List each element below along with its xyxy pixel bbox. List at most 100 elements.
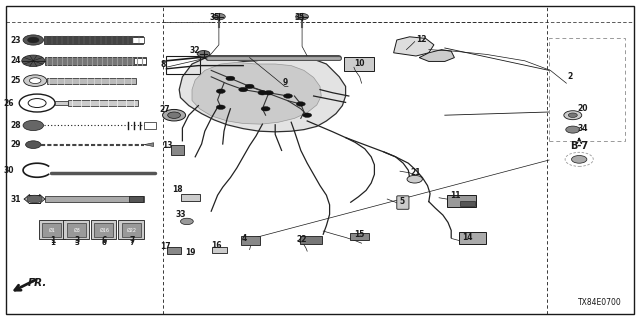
Text: Ø22: Ø22 xyxy=(127,228,137,233)
Text: Ø3: Ø3 xyxy=(74,228,80,233)
FancyBboxPatch shape xyxy=(300,236,322,244)
Circle shape xyxy=(245,84,254,89)
FancyBboxPatch shape xyxy=(47,78,136,84)
Text: 1: 1 xyxy=(50,236,55,245)
Circle shape xyxy=(572,156,587,163)
FancyBboxPatch shape xyxy=(39,220,65,239)
Circle shape xyxy=(303,113,312,117)
Circle shape xyxy=(23,120,44,131)
Text: 3: 3 xyxy=(74,236,79,245)
Circle shape xyxy=(23,35,44,45)
Text: 11: 11 xyxy=(451,191,461,200)
Circle shape xyxy=(296,102,305,106)
Circle shape xyxy=(239,87,248,92)
Circle shape xyxy=(568,113,577,117)
Text: 29: 29 xyxy=(11,140,21,149)
Polygon shape xyxy=(179,57,346,132)
Text: 3: 3 xyxy=(74,240,79,246)
Polygon shape xyxy=(419,50,454,61)
Circle shape xyxy=(22,55,45,67)
FancyBboxPatch shape xyxy=(91,220,116,239)
Circle shape xyxy=(407,175,422,183)
FancyBboxPatch shape xyxy=(212,247,227,253)
FancyBboxPatch shape xyxy=(55,101,68,105)
Text: 15: 15 xyxy=(355,230,365,239)
FancyBboxPatch shape xyxy=(397,196,409,209)
Text: Ø1: Ø1 xyxy=(49,228,56,233)
FancyBboxPatch shape xyxy=(68,100,138,106)
Circle shape xyxy=(264,91,273,95)
Text: Ø16: Ø16 xyxy=(99,228,109,233)
Text: 35: 35 xyxy=(210,13,220,22)
FancyBboxPatch shape xyxy=(67,223,86,237)
FancyBboxPatch shape xyxy=(241,236,260,245)
Text: 16: 16 xyxy=(211,241,221,250)
Text: 6: 6 xyxy=(102,236,107,245)
Text: B-7: B-7 xyxy=(570,140,588,151)
Polygon shape xyxy=(394,37,434,56)
Circle shape xyxy=(163,109,186,121)
Text: 21: 21 xyxy=(411,168,421,177)
FancyBboxPatch shape xyxy=(134,58,146,64)
Circle shape xyxy=(258,91,267,95)
FancyBboxPatch shape xyxy=(459,232,486,244)
FancyBboxPatch shape xyxy=(132,37,144,43)
Text: 6: 6 xyxy=(102,240,107,246)
FancyBboxPatch shape xyxy=(171,145,184,155)
Circle shape xyxy=(180,218,193,225)
Text: 9: 9 xyxy=(282,78,287,87)
Circle shape xyxy=(197,51,210,57)
Circle shape xyxy=(296,13,308,20)
Circle shape xyxy=(28,37,39,43)
Text: 26: 26 xyxy=(4,99,14,108)
Circle shape xyxy=(26,141,41,148)
Text: 13: 13 xyxy=(163,141,173,150)
Text: 17: 17 xyxy=(160,242,170,251)
Polygon shape xyxy=(144,143,154,147)
Text: FR.: FR. xyxy=(28,278,47,288)
Text: 33: 33 xyxy=(175,210,186,219)
Text: 22: 22 xyxy=(297,236,307,244)
FancyBboxPatch shape xyxy=(344,57,374,71)
FancyBboxPatch shape xyxy=(118,220,144,239)
Circle shape xyxy=(261,107,270,111)
Text: TX84E0700: TX84E0700 xyxy=(579,298,622,307)
Text: 34: 34 xyxy=(577,124,588,133)
Polygon shape xyxy=(192,62,321,124)
FancyBboxPatch shape xyxy=(350,233,369,240)
Circle shape xyxy=(216,105,225,109)
Circle shape xyxy=(27,195,42,203)
Text: 7: 7 xyxy=(129,236,134,245)
FancyBboxPatch shape xyxy=(144,122,156,129)
Text: 1: 1 xyxy=(50,240,55,246)
Text: 4: 4 xyxy=(242,234,247,243)
FancyBboxPatch shape xyxy=(94,223,113,237)
Text: 20: 20 xyxy=(577,104,588,113)
FancyBboxPatch shape xyxy=(122,223,141,237)
Text: 27: 27 xyxy=(160,105,170,114)
FancyBboxPatch shape xyxy=(181,194,200,201)
Text: 28: 28 xyxy=(10,121,21,130)
Text: 12: 12 xyxy=(416,35,426,44)
FancyBboxPatch shape xyxy=(44,36,143,44)
FancyBboxPatch shape xyxy=(42,223,61,237)
Text: 8: 8 xyxy=(161,60,166,68)
Text: 14: 14 xyxy=(462,233,472,242)
Circle shape xyxy=(168,112,180,118)
FancyBboxPatch shape xyxy=(129,196,143,202)
Circle shape xyxy=(284,94,292,98)
Text: 10: 10 xyxy=(355,59,365,68)
Text: 35: 35 xyxy=(294,13,305,22)
Circle shape xyxy=(226,76,235,81)
Text: 31: 31 xyxy=(11,195,21,204)
Text: 25: 25 xyxy=(11,76,21,85)
Text: 5: 5 xyxy=(399,197,404,206)
Text: 32: 32 xyxy=(190,46,200,55)
Text: 19: 19 xyxy=(186,248,196,257)
Circle shape xyxy=(564,111,582,120)
FancyBboxPatch shape xyxy=(447,195,476,207)
Circle shape xyxy=(29,78,41,84)
Text: 18: 18 xyxy=(173,185,183,194)
Text: 23: 23 xyxy=(11,36,21,44)
FancyBboxPatch shape xyxy=(460,201,475,206)
